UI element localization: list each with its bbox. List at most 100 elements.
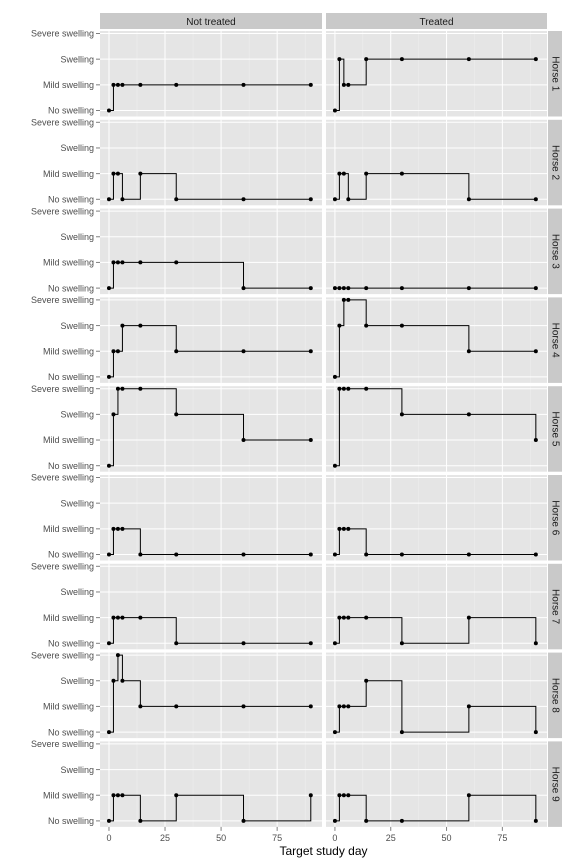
data-point	[107, 641, 111, 645]
x-tick-label: 50	[442, 833, 452, 843]
data-point	[333, 641, 337, 645]
data-point	[174, 349, 178, 353]
panel-background	[100, 209, 322, 295]
data-point	[467, 349, 471, 353]
y-tick-label: No swelling	[48, 372, 94, 382]
data-point	[534, 819, 538, 823]
y-tick-label: Swelling	[60, 410, 94, 420]
data-point	[138, 83, 142, 87]
y-tick-label: Swelling	[60, 232, 94, 242]
data-point	[400, 819, 404, 823]
panel-horse-6-not-treated	[100, 475, 322, 561]
y-tick-label: Severe swelling	[31, 562, 94, 572]
data-point	[309, 83, 313, 87]
strip-label-horse-8: Horse 8	[550, 678, 561, 713]
panel-background	[326, 653, 547, 739]
data-point	[534, 730, 538, 734]
data-point	[120, 83, 124, 87]
data-point	[107, 109, 111, 113]
y-tick-label: Swelling	[60, 498, 94, 508]
panel-background	[326, 120, 547, 206]
panel-horse-1-treated	[326, 31, 547, 117]
panel-horse-3-not-treated	[100, 209, 322, 295]
y-tick-label: Severe swelling	[31, 206, 94, 216]
data-point	[309, 438, 313, 442]
panel-background	[326, 564, 547, 650]
data-point	[337, 387, 341, 391]
data-point	[242, 349, 246, 353]
data-point	[111, 260, 115, 264]
data-point	[120, 324, 124, 328]
data-point	[116, 653, 120, 657]
data-point	[333, 464, 337, 468]
panel-horse-1-not-treated	[100, 31, 322, 117]
y-tick-label: Severe swelling	[31, 384, 94, 394]
data-point	[364, 679, 368, 683]
x-tick-label: 25	[160, 833, 170, 843]
y-tick-label: No swelling	[48, 550, 94, 560]
data-point	[467, 57, 471, 61]
panel-horse-7-not-treated	[100, 564, 322, 650]
y-tick-label: Swelling	[60, 676, 94, 686]
data-point	[242, 553, 246, 557]
y-tick-label: Mild swelling	[43, 346, 94, 356]
panel-background	[100, 31, 322, 117]
data-point	[111, 83, 115, 87]
panel-horse-8-treated	[326, 653, 547, 739]
data-point	[107, 375, 111, 379]
data-point	[107, 197, 111, 201]
panel-background	[100, 653, 322, 739]
data-point	[467, 553, 471, 557]
data-point	[120, 616, 124, 620]
y-tick-label: Mild swelling	[43, 790, 94, 800]
panel-horse-2-treated	[326, 120, 547, 206]
panel-background	[326, 386, 547, 472]
data-point	[107, 730, 111, 734]
data-point	[309, 349, 313, 353]
data-point	[138, 704, 142, 708]
y-tick-label: Mild swelling	[43, 613, 94, 623]
data-point	[116, 387, 120, 391]
panel-background	[100, 120, 322, 206]
panel-background	[100, 386, 322, 472]
data-point	[467, 704, 471, 708]
data-point	[116, 616, 120, 620]
data-point	[534, 57, 538, 61]
data-point	[467, 793, 471, 797]
data-point	[333, 286, 337, 290]
strip-label-horse-3: Horse 3	[550, 234, 561, 269]
y-tick-label: No swelling	[48, 727, 94, 737]
y-tick-label: Severe swelling	[31, 473, 94, 483]
data-point	[242, 704, 246, 708]
data-point	[111, 616, 115, 620]
panel-horse-2-not-treated	[100, 120, 322, 206]
data-point	[138, 387, 142, 391]
data-point	[364, 387, 368, 391]
data-point	[116, 83, 120, 87]
data-point	[116, 349, 120, 353]
panel-horse-5-treated	[326, 386, 547, 472]
data-point	[174, 793, 178, 797]
data-point	[138, 172, 142, 176]
data-point	[534, 553, 538, 557]
y-tick-label: Swelling	[60, 54, 94, 64]
data-point	[467, 197, 471, 201]
strip-label-treated: Treated	[419, 17, 453, 28]
data-point	[111, 172, 115, 176]
data-point	[534, 438, 538, 442]
panel-background	[326, 297, 547, 383]
panel-background	[100, 297, 322, 383]
y-tick-label: Mild swelling	[43, 80, 94, 90]
data-point	[346, 298, 350, 302]
data-point	[309, 197, 313, 201]
data-point	[400, 730, 404, 734]
panel-horse-4-not-treated	[100, 297, 322, 383]
strip-label-not-treated: Not treated	[186, 17, 235, 28]
data-point	[400, 172, 404, 176]
data-point	[346, 616, 350, 620]
data-point	[346, 286, 350, 290]
data-point	[346, 197, 350, 201]
data-point	[333, 553, 337, 557]
y-tick-label: Mild swelling	[43, 702, 94, 712]
strip-label-horse-1: Horse 1	[550, 56, 561, 91]
